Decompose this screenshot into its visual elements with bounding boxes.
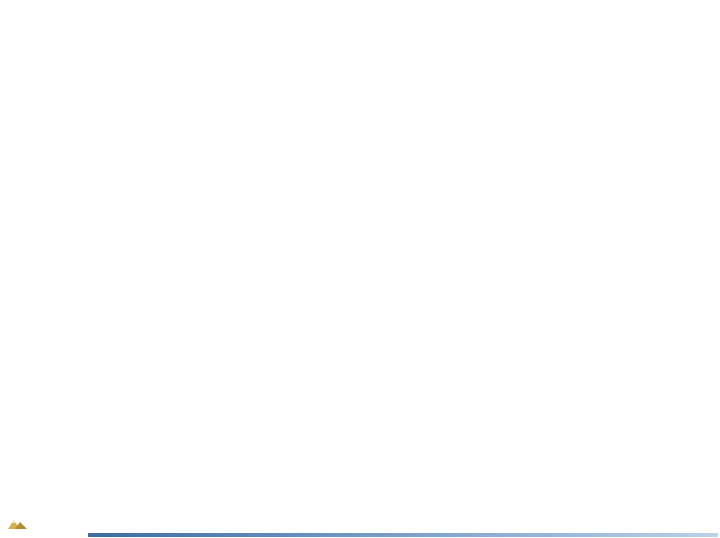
mountain-logo-icon: [8, 520, 27, 529]
ecowest-branding[interactable]: [8, 516, 32, 529]
bottom-accent-bar: [88, 533, 718, 537]
